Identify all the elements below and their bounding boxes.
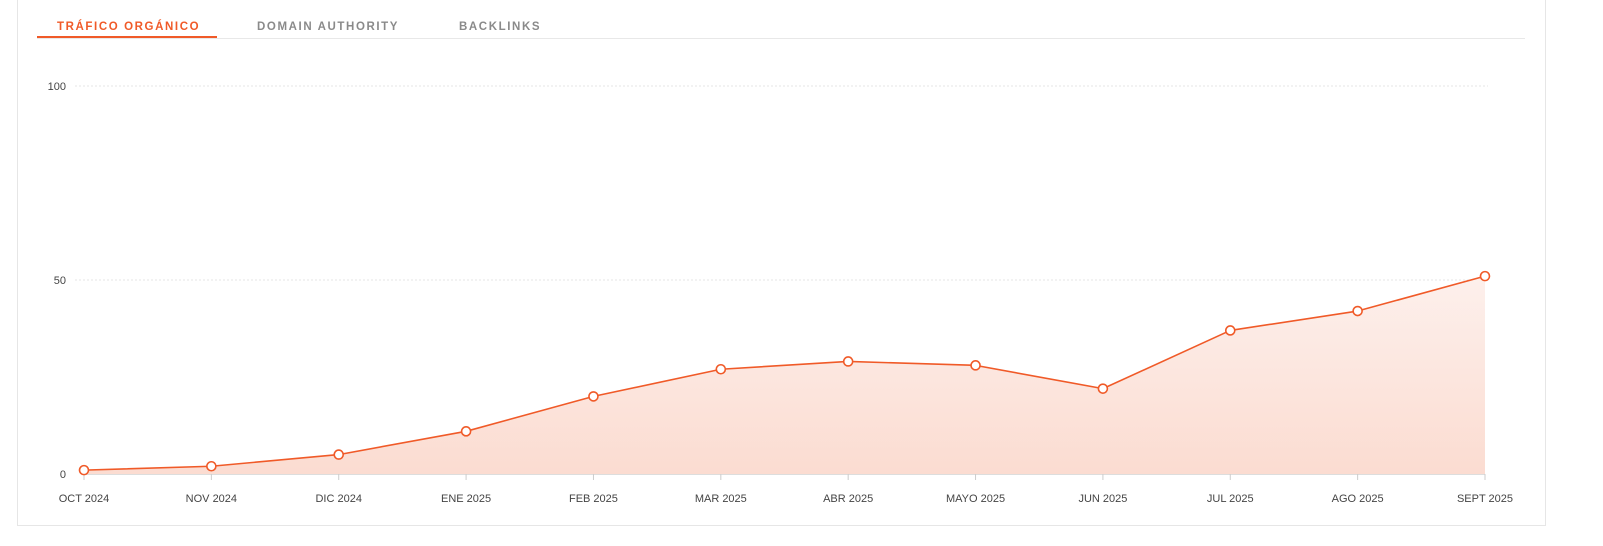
data-point: [78, 464, 90, 476]
tab-domain-authority[interactable]: DOMAIN AUTHORITY: [257, 21, 400, 33]
area-layer: [84, 276, 1485, 474]
data-point: [1352, 305, 1363, 317]
y-tick-label: 50: [54, 275, 66, 287]
data-point: [460, 426, 472, 437]
data-point: [842, 356, 854, 367]
y-tick-label: 100: [48, 81, 66, 93]
grid-layer: 0 50 100: [48, 81, 1488, 481]
x-axis: OCT 2024 NOV 2024 DIC 2024 ENE 2025 FEB 2025…: [59, 474, 1513, 505]
x-tick-label: DIC 2024: [315, 493, 361, 505]
data-points: [78, 270, 1491, 476]
data-point: [206, 460, 217, 472]
data-point: [588, 391, 599, 402]
data-point: [1224, 325, 1236, 336]
data-point: [970, 360, 981, 371]
data-point: [715, 363, 727, 375]
data-point: [1097, 383, 1109, 394]
active-tab-indicator: [37, 36, 217, 38]
tab-bar: TRÁFICO ORGÁNICO DOMAIN AUTHORITY BACKLI…: [37, 0, 1525, 39]
x-tick-label: JUN 2025: [1078, 493, 1127, 505]
series-line: [83, 275, 1486, 471]
x-tick-label: FEB 2025: [569, 493, 618, 505]
x-tick-label: MAYO 2025: [946, 493, 1005, 505]
x-tick-label: MAR 2025: [695, 493, 747, 505]
series-area: [84, 276, 1485, 474]
y-tick-label: 0: [60, 469, 66, 481]
series-line-layer: [83, 275, 1486, 471]
x-tick-label: NOV 2024: [186, 493, 237, 505]
tab-trafico-organico[interactable]: TRÁFICO ORGÁNICO: [57, 21, 201, 33]
x-tick-label: ENE 2025: [441, 493, 491, 505]
x-tick-label: SEPT 2025: [1457, 493, 1513, 505]
x-tick-label: ABR 2025: [823, 493, 873, 505]
x-tick-label: JUL 2025: [1207, 493, 1254, 505]
data-point: [1479, 270, 1491, 282]
x-tick-label: OCT 2024: [59, 493, 110, 505]
chart-panel: [17, 0, 1546, 526]
tab-backlinks[interactable]: BACKLINKS: [459, 21, 542, 33]
x-tick-label: AGO 2025: [1332, 493, 1384, 505]
data-point: [333, 449, 345, 460]
